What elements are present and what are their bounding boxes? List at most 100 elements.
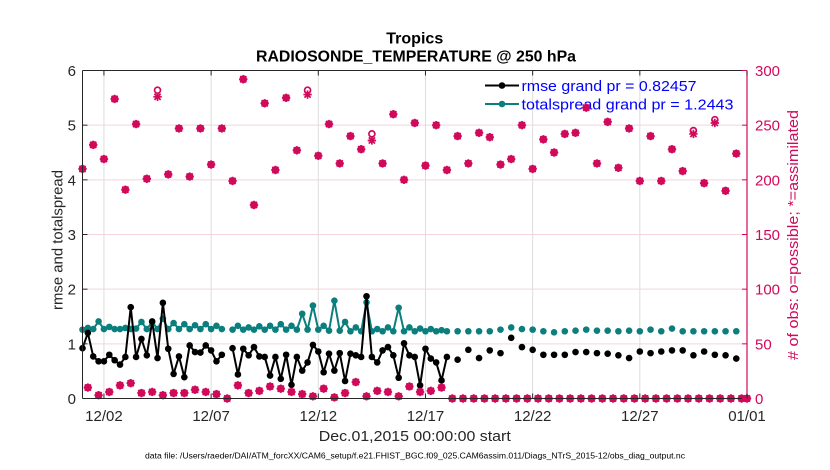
totalspread-point — [486, 327, 494, 335]
x-tick-label: 12/12 — [300, 408, 338, 425]
x-tick-label: 12/02 — [85, 408, 123, 425]
rmse-point — [197, 349, 204, 356]
x-tick-label: 12/22 — [514, 408, 552, 425]
rmse-point — [690, 352, 697, 359]
totalspread-point — [293, 326, 301, 333]
obs-assimilated-marker — [206, 160, 216, 169]
totalspread-point — [341, 318, 349, 326]
rmse-point — [266, 372, 274, 379]
rmse-point — [116, 361, 124, 368]
obs-assimilated-marker — [415, 387, 425, 397]
obs-assimilated-marker — [539, 135, 548, 144]
rmse-point — [159, 299, 167, 307]
obs-assimilated-marker — [83, 383, 93, 392]
rmse-point — [175, 353, 183, 360]
rmse-point — [422, 345, 429, 353]
rmse-point — [239, 345, 247, 353]
rmse-point — [288, 381, 295, 389]
obs-assimilated-marker — [239, 75, 248, 84]
totalspread-point — [309, 302, 317, 309]
obs-assimilated-marker — [667, 145, 677, 154]
totalspread-point — [89, 325, 97, 333]
x-axis-label: Dec.01,2015 00:00:00 start — [319, 428, 512, 445]
totalspread-point — [111, 325, 118, 333]
rmse-point — [475, 354, 483, 362]
rmse-point — [320, 368, 327, 376]
totalspread-point — [647, 326, 654, 333]
rmse-point — [722, 352, 729, 359]
rmse-point — [540, 351, 547, 359]
obs-assimilated-marker — [560, 129, 569, 139]
obs-assimilated-marker — [426, 386, 436, 396]
obs-assimilated-marker — [131, 119, 141, 129]
totalspread-point — [465, 327, 472, 335]
rmse-point — [438, 377, 445, 384]
rmse-point — [732, 355, 740, 362]
rmse-point — [132, 353, 140, 361]
rmse-point — [465, 346, 472, 354]
obs-assimilated-marker — [528, 164, 537, 174]
y-tick-label-left: 2 — [68, 282, 76, 299]
rmse-point — [229, 344, 236, 352]
rmse-point — [679, 347, 686, 354]
totalspread-point — [690, 327, 697, 335]
obs-assimilated-marker — [260, 99, 269, 108]
obs-assimilated-marker — [265, 382, 275, 391]
obs-assimilated-marker — [362, 392, 371, 401]
totalspread-point — [518, 325, 526, 333]
obs-assimilated-marker — [496, 160, 505, 169]
totalspread-point — [357, 327, 365, 335]
rmse-point — [486, 347, 494, 354]
rmse-point — [411, 353, 419, 361]
totalspread-point — [202, 320, 210, 328]
y-axis-label-left: rmse and totalspread — [50, 170, 67, 310]
rmse-point — [700, 348, 708, 355]
obs-assimilated-marker — [201, 387, 210, 397]
y-tick-label-left: 1 — [68, 336, 76, 353]
rmse-point — [143, 352, 151, 359]
rmse-point — [84, 329, 92, 337]
obs-assimilated-marker — [351, 377, 361, 387]
x-tick-label: 12/27 — [621, 408, 659, 425]
obs-assimilated-marker — [314, 151, 323, 160]
totalspread-point — [256, 323, 263, 330]
totalspread-point — [529, 326, 536, 333]
totalspread-point — [700, 327, 708, 335]
obs-assimilated-marker — [94, 391, 103, 400]
rmse-point — [454, 356, 461, 363]
totalspread-point — [314, 326, 322, 333]
totalspread-point — [454, 327, 461, 335]
rmse-point — [202, 342, 210, 349]
totalspread-point — [732, 327, 740, 335]
obs-assimilated-marker — [410, 118, 419, 128]
obs-assimilated-marker — [603, 117, 612, 127]
obs-assimilated-marker — [373, 386, 382, 396]
rmse-point — [100, 358, 108, 365]
legend-entry-totalspread: totalspread grand pr = 1.2443 — [485, 97, 734, 114]
totalspread-point — [368, 327, 376, 335]
chart-subtitle: RADIOSONDE_TEMPERATURE @ 250 hPa — [256, 49, 576, 66]
obs-assimilated-marker — [732, 149, 741, 158]
totalspread-point — [250, 326, 258, 333]
totalspread-point — [239, 326, 247, 333]
y-tick-label-left: 0 — [68, 391, 76, 408]
obs-assimilated-marker — [303, 90, 312, 99]
obs-assimilated-marker — [292, 146, 302, 155]
rmse-point — [314, 348, 322, 355]
obs-assimilated-marker — [624, 124, 634, 133]
rmse-point — [657, 348, 665, 355]
rmse-point — [647, 349, 654, 357]
obs-assimilated-marker — [180, 388, 189, 398]
rmse-point — [272, 353, 279, 361]
y-tick-label-right: 100 — [755, 282, 780, 299]
y-tick-label-left: 5 — [68, 118, 76, 135]
obs-assimilated-marker — [335, 159, 344, 168]
axes: 12/02 12/07 12/12 12/17 12/22 12/27 01/0101234… — [68, 63, 780, 425]
y-tick-label-left: 6 — [68, 63, 76, 80]
x-tick-label: 12/17 — [407, 408, 445, 425]
y-tick-label-right: 300 — [755, 63, 780, 80]
obs-assimilated-marker — [635, 176, 645, 186]
obs-assimilated-marker — [308, 392, 318, 401]
totalspread-point — [636, 327, 644, 335]
